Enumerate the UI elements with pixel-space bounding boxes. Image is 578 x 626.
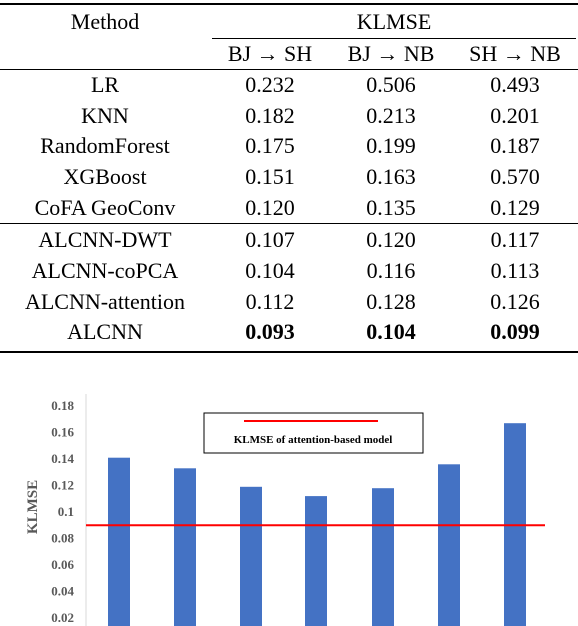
table-cell-value: 0.113 bbox=[490, 258, 540, 283]
table-row-method: ALCNN-coPCA bbox=[31, 258, 179, 283]
table-cell-value: 0.493 bbox=[490, 72, 540, 97]
bar bbox=[372, 488, 394, 626]
table-cell-value: 0.093 bbox=[245, 319, 295, 344]
col-header-bj-nb: BJ → NB bbox=[347, 41, 435, 66]
table-cell-value: 0.116 bbox=[366, 258, 416, 283]
header-metric-rule bbox=[212, 38, 576, 39]
table-row-method: ALCNN bbox=[67, 319, 143, 344]
bar bbox=[108, 457, 130, 626]
table-cell-value: 0.213 bbox=[366, 103, 416, 128]
y-axis-label: KLMSE bbox=[25, 480, 41, 534]
table-cell-value: 0.128 bbox=[366, 289, 416, 314]
table-cell-value: 0.232 bbox=[245, 72, 295, 97]
legend-box bbox=[203, 412, 424, 454]
table-row-method: RandomForest bbox=[40, 133, 170, 158]
table-cell-value: 0.126 bbox=[490, 289, 540, 314]
table-cell-value: 0.506 bbox=[366, 72, 416, 97]
y-tick-label: 0.02 bbox=[51, 610, 74, 625]
table-cell-value: 0.099 bbox=[490, 319, 540, 344]
y-tick-label: 0.06 bbox=[51, 557, 74, 572]
y-tick-label: 0.1 bbox=[58, 504, 74, 519]
table-cell-value: 0.187 bbox=[490, 133, 540, 158]
table-cell-value: 0.104 bbox=[245, 258, 295, 283]
table-row-method: XGBoost bbox=[63, 164, 147, 189]
table-cell-value: 0.104 bbox=[366, 319, 416, 344]
table-cell-value: 0.199 bbox=[366, 133, 416, 158]
table-cell-value: 0.120 bbox=[245, 195, 295, 220]
table-row-method: KNN bbox=[81, 103, 129, 128]
header-method: Method bbox=[70, 9, 140, 34]
table-cell-value: 0.129 bbox=[490, 195, 540, 220]
y-tick-label: 0.14 bbox=[51, 451, 74, 466]
y-tick-label: 0.18 bbox=[51, 398, 74, 413]
col-header-sh-nb: SH → NB bbox=[469, 41, 561, 66]
table-row-method: ALCNN-attention bbox=[24, 289, 186, 314]
table-bottom-rule bbox=[0, 351, 578, 353]
y-tick-label: 0.08 bbox=[51, 531, 74, 546]
table-cell-value: 0.120 bbox=[366, 227, 416, 252]
table-cell-value: 0.151 bbox=[245, 164, 295, 189]
table-cell-value: 0.135 bbox=[366, 195, 416, 220]
y-axis: 0.02 0.04 0.06 0.08 0.1 0.12 0.14 0.16 0.18 bbox=[51, 398, 74, 625]
header-metric: KLMSE bbox=[356, 9, 432, 34]
table-cell-value: 0.117 bbox=[490, 227, 540, 252]
table-cell-value: 0.570 bbox=[490, 164, 540, 189]
table-row-method: LR bbox=[90, 72, 120, 97]
y-tick-label: 0.04 bbox=[51, 584, 74, 599]
bars bbox=[108, 423, 526, 626]
y-tick-label: 0.16 bbox=[51, 425, 74, 440]
legend-label: KLMSE of attention-based model bbox=[234, 434, 393, 446]
table-cell-value: 0.175 bbox=[245, 133, 295, 158]
table-cell-value: 0.112 bbox=[245, 289, 295, 314]
header-bottom-rule bbox=[0, 69, 578, 70]
bar bbox=[438, 464, 460, 626]
bar bbox=[305, 496, 327, 626]
col-header-bj-sh: BJ → SH bbox=[227, 41, 313, 66]
legend: KLMSE of attention-based model bbox=[203, 412, 424, 454]
table-cell-value: 0.201 bbox=[490, 103, 540, 128]
table-top-rule bbox=[0, 3, 578, 5]
table-cell-value: 0.107 bbox=[245, 227, 295, 252]
table-row-method: ALCNN-DWT bbox=[38, 227, 172, 252]
y-tick-label: 0.12 bbox=[51, 478, 74, 493]
table-cell-value: 0.163 bbox=[366, 164, 416, 189]
group-separator-rule bbox=[0, 223, 578, 224]
table-cell-value: 0.182 bbox=[245, 103, 295, 128]
bar bbox=[174, 468, 196, 626]
table-row-method: CoFA GeoConv bbox=[34, 195, 176, 220]
bar bbox=[240, 486, 262, 626]
klmse-bar-chart: 0.02 0.04 0.06 0.08 0.1 0.12 0.14 0.16 0.18 KLMS… bbox=[25, 394, 545, 626]
